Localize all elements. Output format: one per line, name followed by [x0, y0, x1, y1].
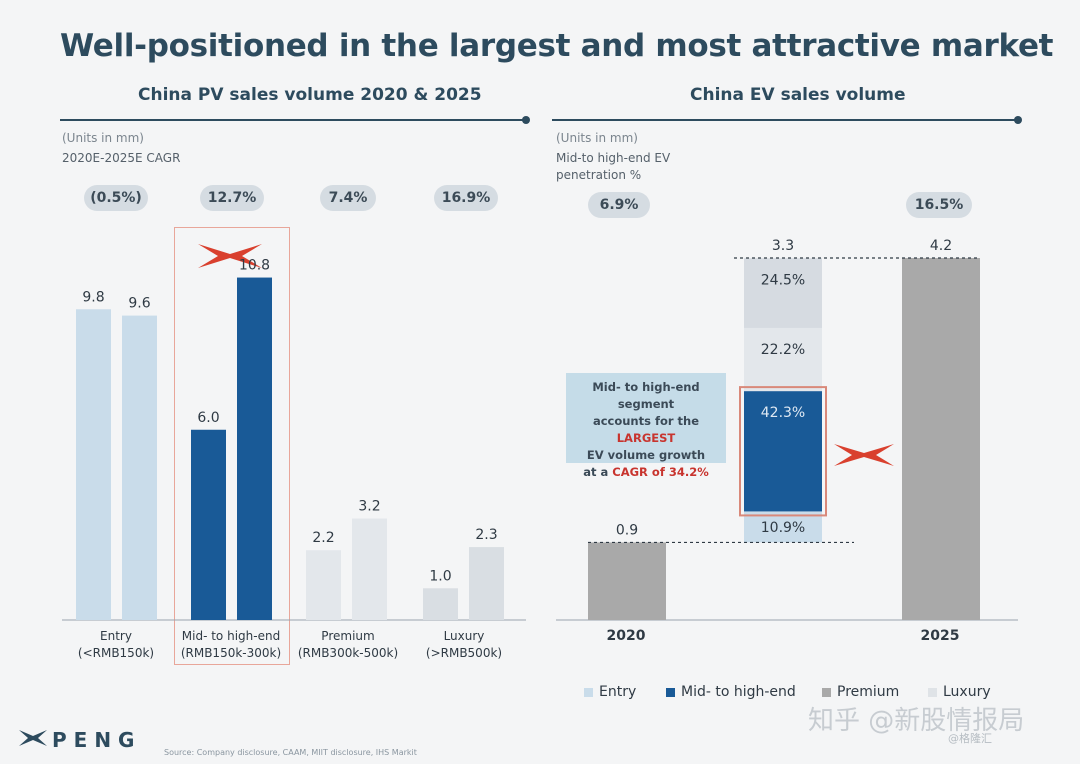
bridge-segment-1 — [744, 391, 822, 512]
mid-high-highlight-box — [174, 227, 290, 665]
bar-1-1 — [237, 277, 272, 620]
bar-label-0-1: 9.6 — [128, 296, 150, 312]
watermark-2: @格隆汇 — [948, 732, 992, 745]
bar-0-1 — [122, 315, 157, 620]
cagr-pill-entry: (0.5%) — [84, 185, 148, 211]
bar-label-2-1: 3.2 — [358, 499, 380, 515]
bridge-total-label: 3.3 — [772, 238, 794, 254]
bar-label-1-1: 10.8 — [239, 258, 270, 274]
year-2025: 2025 — [920, 628, 960, 644]
cagr-label: 2020E-2025E CAGR — [62, 151, 181, 165]
bridge-segment-2 — [744, 327, 822, 392]
bar-label-3-0: 1.0 — [429, 568, 451, 584]
bar-2020 — [588, 542, 666, 620]
bar-1-0 — [191, 429, 226, 620]
xpeng-logo-icon — [198, 244, 262, 268]
bar-label-1-0: 6.0 — [197, 410, 219, 426]
penetration-label: Mid-to high-end EV — [556, 151, 671, 165]
callout-box: Mid- to high-end segment accounts for th… — [566, 373, 726, 479]
bridge-label-1: 42.3% — [761, 405, 805, 421]
bar-label-2-0: 2.2 — [312, 530, 334, 546]
bar-label-2025: 4.2 — [930, 238, 952, 254]
legend-luxury: Luxury — [928, 684, 991, 700]
category-premium: Premium (RMB300k-500k) — [297, 629, 399, 660]
bridge-segment-3 — [744, 258, 822, 328]
right-panel-title: China EV sales volume — [690, 85, 906, 105]
left-divider — [60, 119, 526, 121]
bar-label-2020: 0.9 — [616, 522, 638, 538]
left-units: (Units in mm) — [62, 131, 144, 145]
xpeng-logo-icon-2 — [834, 444, 894, 466]
bar-3-0 — [423, 588, 458, 620]
bar-2-1 — [352, 518, 387, 620]
ev-sales-chart: 0.9 4.2 10.9% 42.3% 22.2% 24.5% 3.3 — [556, 238, 1018, 621]
bar-2-0 — [306, 550, 341, 620]
cagr-pill-mid: 12.7% — [200, 185, 264, 211]
category-luxury: Luxury (>RMB500k) — [425, 629, 503, 660]
bar-label-3-1: 2.3 — [475, 527, 497, 543]
legend-mid-high: Mid- to high-end — [666, 684, 796, 700]
legend-premium: Premium — [822, 684, 899, 700]
right-divider-dot — [1014, 116, 1022, 124]
xpeng-footer-logo-icon — [19, 730, 47, 746]
bridge-label-2: 22.2% — [761, 342, 805, 358]
source-note: Source: Company disclosure, CAAM, MIIT d… — [164, 748, 417, 757]
cagr-pill-premium: 7.4% — [320, 185, 376, 211]
legend-entry: Entry — [584, 684, 636, 700]
penetration-pill-2025: 16.5% — [906, 192, 972, 218]
bar-2025 — [902, 258, 980, 620]
bridge-label-3: 24.5% — [761, 272, 805, 288]
penetration-pill-2020: 6.9% — [588, 192, 650, 218]
right-divider — [552, 119, 1018, 121]
bridge-segment-0 — [744, 511, 822, 543]
watermark: 知乎 @新股情报局 — [808, 706, 1025, 736]
bar-0-0 — [76, 309, 111, 620]
mid-segment-highlight — [739, 386, 827, 517]
cagr-pill-luxury: 16.9% — [434, 185, 498, 211]
pv-sales-chart: 9.8 9.6 6.0 10.8 2.2 3.2 1.0 2.3 — [62, 258, 526, 621]
right-units: (Units in mm) — [556, 131, 638, 145]
brand-name: PENG — [52, 728, 142, 752]
bridge-label-0: 10.9% — [761, 520, 805, 536]
bar-label-0-0: 9.8 — [82, 289, 104, 305]
category-entry: Entry (<RMB150k) — [77, 629, 155, 660]
page-title: Well-positioned in the largest and most … — [60, 28, 1054, 64]
category-mid-high: Mid- to high-end (RMB150k-300k) — [180, 629, 282, 660]
left-divider-dot — [522, 116, 530, 124]
left-panel-title: China PV sales volume 2020 & 2025 — [138, 85, 482, 105]
bar-3-1 — [469, 547, 504, 620]
year-2020: 2020 — [606, 628, 646, 644]
penetration-label-2: penetration % — [556, 168, 642, 182]
